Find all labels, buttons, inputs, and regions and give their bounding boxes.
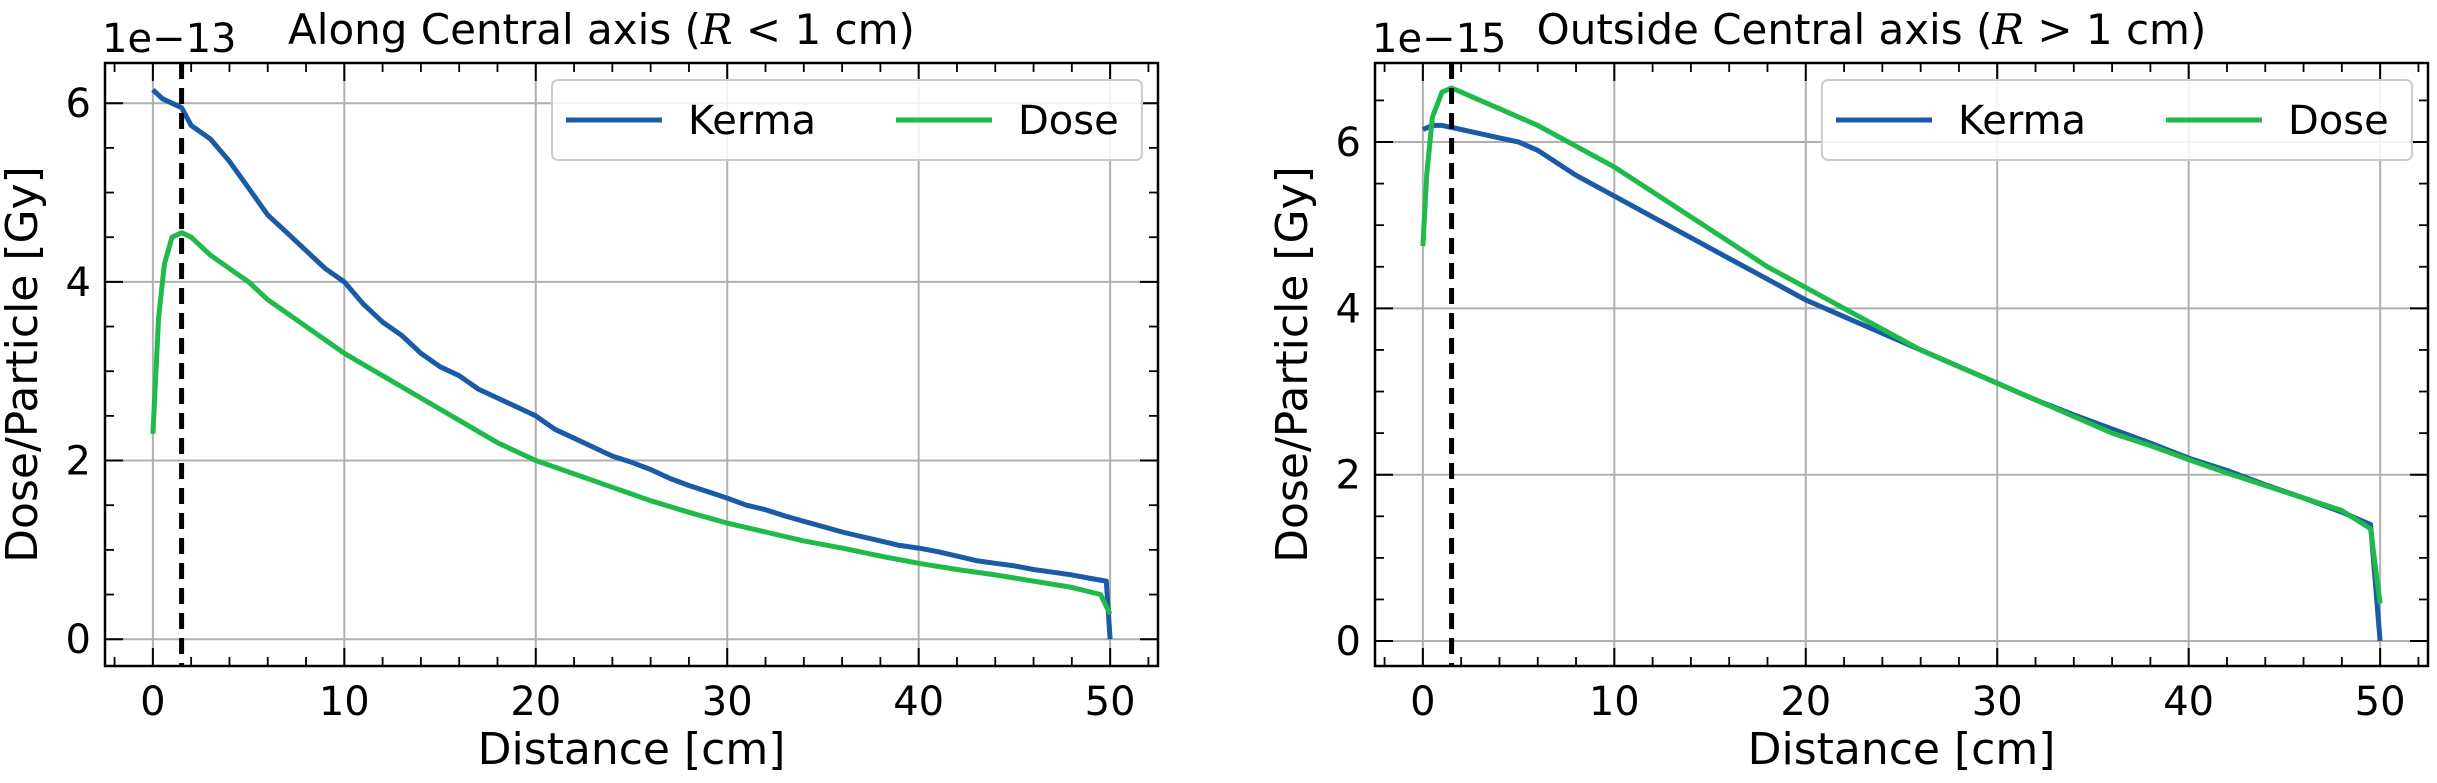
x-tick-label: 10 — [319, 679, 370, 725]
x-tick-label: 30 — [1972, 679, 2023, 725]
x-tick-label: 30 — [702, 679, 753, 725]
x-tick-label: 40 — [893, 679, 944, 725]
y-tick-label: 0 — [66, 617, 91, 663]
x-tick-label: 0 — [140, 679, 165, 725]
y-tick-label: 4 — [66, 260, 91, 306]
legend-label-kerma: Kerma — [688, 98, 816, 144]
axis-offset-text: 1e−13 — [102, 16, 236, 62]
axes-frame — [103, 61, 1160, 668]
legend-label-dose: Dose — [1018, 98, 1119, 144]
legend-label-kerma: Kerma — [1958, 98, 2086, 144]
legend: Kerma Dose — [551, 79, 1143, 161]
legend-box — [551, 79, 1143, 161]
y-tick-label: 6 — [1336, 120, 1361, 166]
y-tick-label: 2 — [66, 439, 91, 485]
legend: Kerma Dose — [1821, 79, 2413, 161]
x-tick-label: 20 — [1780, 679, 1831, 725]
x-tick-label: 50 — [2355, 679, 2406, 725]
plot-area — [1420, 85, 2383, 642]
y-tick-label: 4 — [1336, 286, 1361, 332]
x-axis-label: Distance [cm] — [1748, 724, 2056, 775]
chart-panel-1: 0 10 20 30 40 50 0 2 4 6 Along Central axis (R < 1… — [0, 5, 1160, 775]
y-tick-label: 6 — [66, 81, 91, 127]
x-tick-label: 20 — [510, 679, 561, 725]
x-tick-label: 50 — [1085, 679, 1136, 725]
series-line-dose — [1420, 85, 2383, 604]
y-axis-label: Dose/Particle [Gy] — [0, 166, 48, 563]
y-tick-label: 0 — [1336, 619, 1361, 665]
plot-area — [150, 87, 1113, 640]
chart-title: Along Central axis (R < 1 cm) — [288, 5, 915, 54]
x-tick-label: 0 — [1410, 679, 1435, 725]
axes-frame — [1373, 61, 2430, 668]
legend-box — [1821, 79, 2413, 161]
series-line-kerma — [1421, 122, 2383, 642]
chart-title: Outside Central axis (R > 1 cm) — [1537, 5, 2207, 54]
x-tick-label: 10 — [1589, 679, 1640, 725]
axis-offset-text: 1e−15 — [1372, 16, 1506, 62]
legend-label-dose: Dose — [2288, 98, 2389, 144]
series-line-kerma — [151, 87, 1113, 640]
series-line-dose — [150, 230, 1113, 616]
y-axis-label: Dose/Particle [Gy] — [1267, 166, 1318, 563]
chart-panel-2: 0 10 20 30 40 50 0 2 4 6 Outside Central axis (R >… — [1267, 5, 2430, 775]
x-axis-label: Distance [cm] — [478, 724, 786, 775]
y-tick-label: 2 — [1336, 453, 1361, 499]
x-tick-label: 40 — [2163, 679, 2214, 725]
